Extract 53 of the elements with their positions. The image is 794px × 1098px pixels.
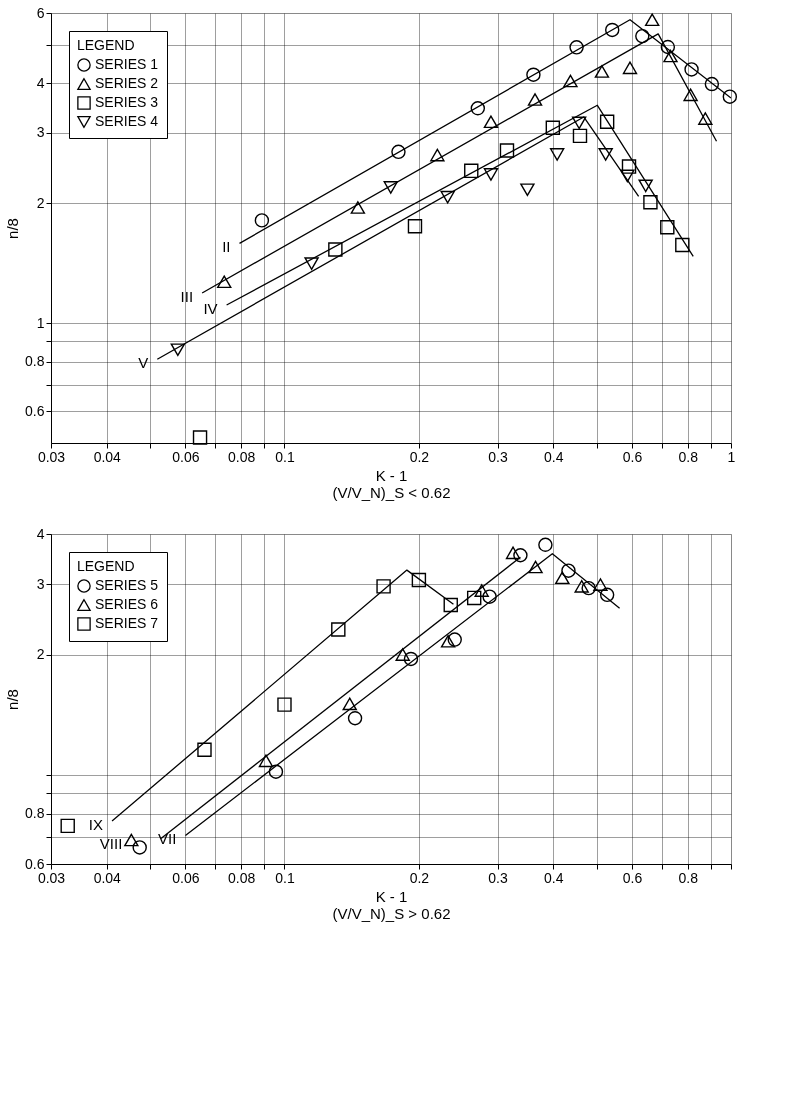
annotation: IX	[88, 816, 104, 834]
y-tick-label: 2	[36, 194, 45, 211]
x-tick-label: 0.1	[275, 869, 295, 886]
y-tick-label: 4	[36, 525, 45, 542]
annotation: IV	[203, 300, 218, 317]
annotation: V	[138, 354, 149, 372]
y-tick-label: 3	[36, 124, 45, 141]
x-tick-label: 0.4	[544, 869, 564, 886]
legend-label: SERIES 4	[95, 113, 159, 129]
legend-label: SERIES 7	[95, 615, 159, 631]
x-tick-label: 0.6	[622, 869, 643, 886]
y-tick-label: 2	[36, 646, 45, 663]
legend-label: SERIES 5	[95, 577, 159, 593]
legend-label: SERIES 2	[95, 75, 159, 91]
x-tick-label: 0.06	[172, 869, 200, 886]
x-tick-label: 0.08	[228, 448, 256, 465]
x-tick-label: 0.2	[409, 448, 430, 465]
y-tick-label: 1	[36, 314, 45, 331]
legend-title: LEGEND	[77, 558, 135, 574]
x-axis-title: K - 1 (V/V_N)_S < 0.62	[332, 466, 451, 501]
x-tick-label: 0.2	[409, 869, 430, 886]
x-tick-label: 0.04	[93, 869, 122, 886]
x-tick-label: 0.8	[678, 869, 699, 886]
y-tick-label: 4	[36, 74, 45, 91]
x-tick-label: 0.4	[544, 448, 564, 465]
x-tick-label: 0.08	[228, 869, 256, 886]
y-tick-label: 0.6	[25, 855, 45, 872]
x-axis-title: K - 1 (V/V_N)_S > 0.62	[332, 887, 451, 922]
legend-label: SERIES 3	[95, 94, 159, 110]
x-tick-label: 0.06	[172, 448, 200, 465]
legend-label: SERIES 6	[95, 596, 159, 612]
annotation: VIII	[99, 834, 123, 852]
y-axis-title: n/8	[4, 218, 22, 239]
x-tick-label: 0.3	[488, 869, 508, 886]
y-tick-label: 6	[36, 4, 45, 21]
legend-title: LEGEND	[77, 37, 135, 53]
y-tick-label: 0.6	[25, 402, 45, 419]
x-tick-label: 0.3	[488, 448, 508, 465]
x-tick-label: 0.04	[93, 448, 122, 465]
y-tick-label: 3	[36, 575, 45, 592]
x-tick-label: 0.03	[37, 869, 66, 886]
annotation: III	[180, 287, 194, 305]
annotation: II	[222, 238, 231, 256]
x-tick-label: 0.6	[622, 448, 643, 465]
y-tick-label: 0.8	[25, 805, 45, 822]
x-tick-label: 0.1	[275, 448, 295, 465]
y-axis-title: n/8	[4, 689, 22, 710]
legend-label: SERIES 1	[95, 56, 159, 72]
annotation: VII	[158, 830, 177, 848]
x-tick-label: 0.8	[678, 448, 699, 465]
x-tick-label: 0.03	[37, 448, 66, 465]
x-tick-label: 1	[727, 448, 736, 465]
y-tick-label: 0.8	[25, 353, 45, 370]
